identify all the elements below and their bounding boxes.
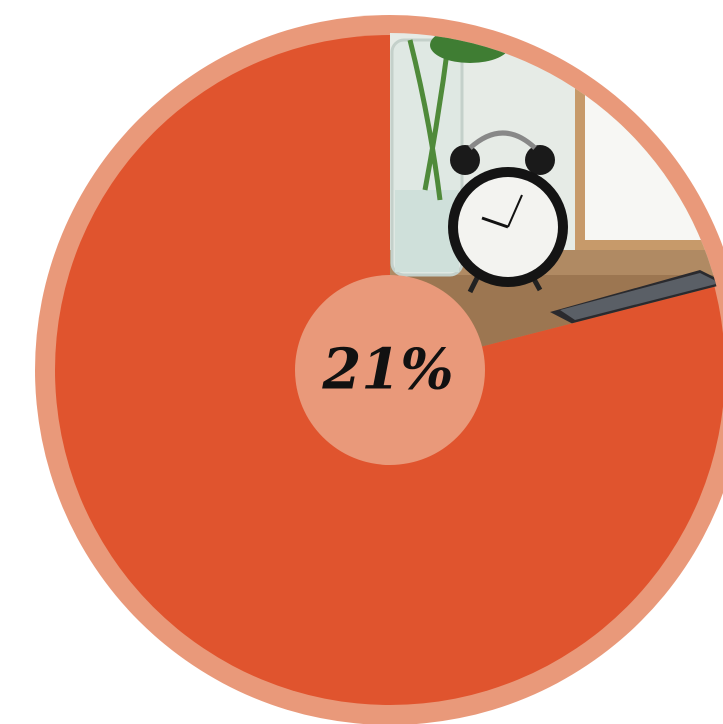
center-disc [295, 275, 485, 465]
value-label: 21% [321, 337, 453, 403]
